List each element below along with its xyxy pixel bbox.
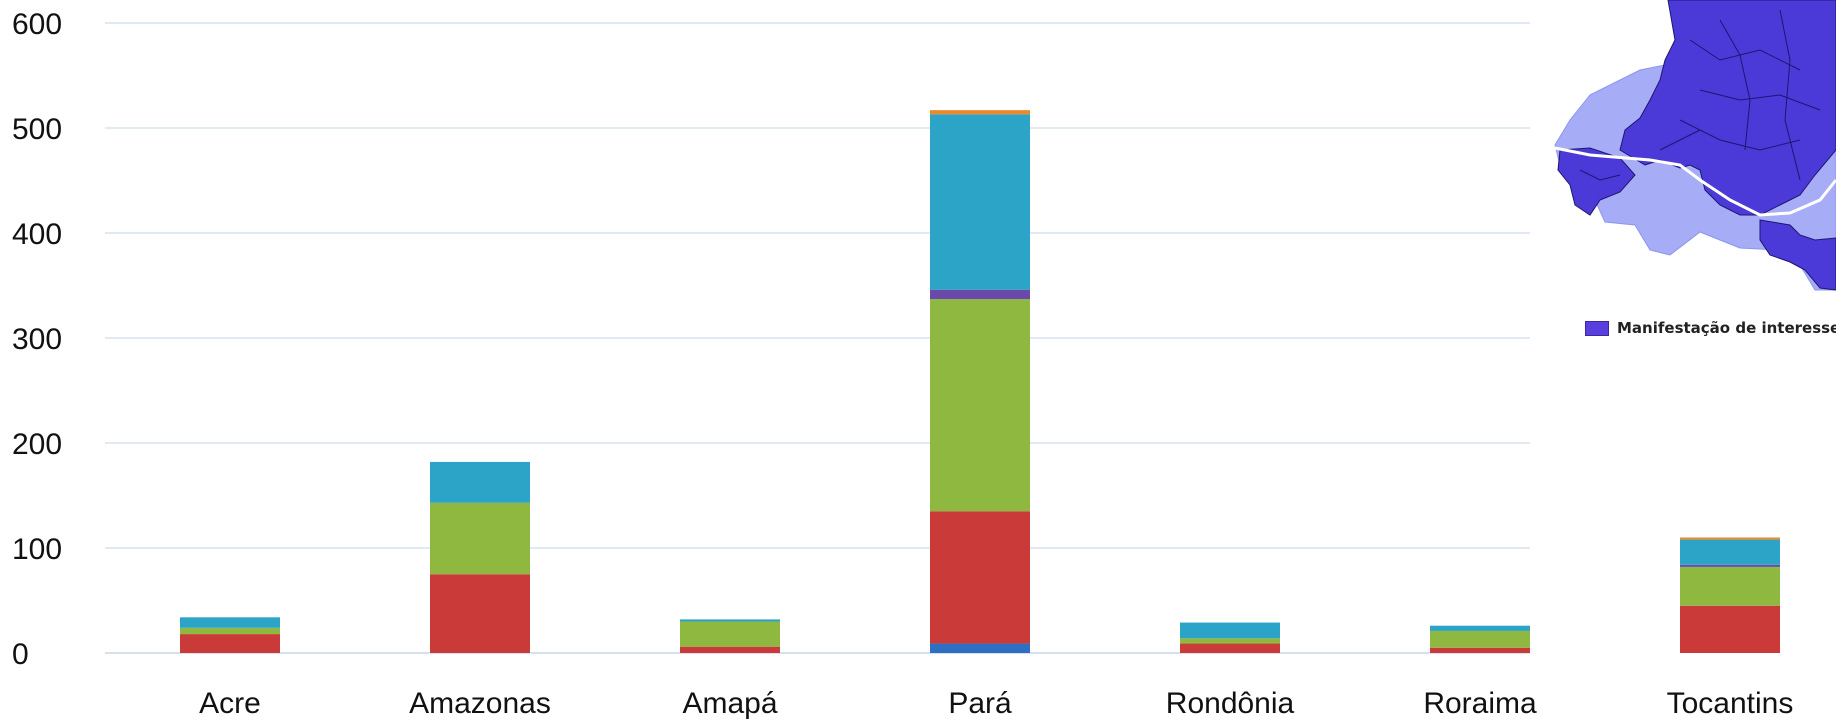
bar-segment-amazonas-4: [430, 461, 530, 503]
bar-segment-tocantins-3: [1680, 564, 1780, 567]
bar-segment-amapá-2: [680, 621, 780, 647]
y-tick-label: 500: [12, 113, 62, 146]
y-tick-label: 100: [12, 533, 62, 566]
bar-segment-roraima-4: [1430, 625, 1530, 631]
amazon-map-inset: [1554, 0, 1836, 291]
x-tick-label: Amapá: [682, 687, 777, 720]
bars: [180, 110, 1780, 653]
bar-segment-acre-1: [180, 634, 280, 653]
bar-segment-tocantins-5: [1680, 537, 1780, 540]
bar-segment-rondônia-2: [1180, 638, 1280, 644]
x-axis-tick-labels: Acre Amazonas Amapá Pará Rondônia Roraima Toca…: [199, 687, 1793, 720]
gridlines: [105, 22, 1530, 654]
legend-swatch: [1585, 320, 1609, 336]
bar-segment-pará-3: [930, 289, 1030, 300]
bar-segment-pará-4: [930, 114, 1030, 290]
bar-segment-amazonas-1: [430, 574, 530, 653]
bar-segment-pará-2: [930, 299, 1030, 512]
map-interest-region-south: [1759, 219, 1836, 291]
y-tick-label: 200: [12, 428, 62, 461]
x-tick-label: Acre: [199, 687, 261, 720]
bar-segment-acre-2: [180, 627, 280, 635]
bar-segment-tocantins-2: [1680, 566, 1780, 606]
y-tick-label: 400: [12, 218, 62, 251]
y-tick-label: 600: [12, 8, 62, 41]
bar-segment-tocantins-4: [1680, 539, 1780, 565]
map-legend: Manifestação de interesse: [1585, 319, 1836, 337]
bar-segment-roraima-1: [1430, 647, 1530, 653]
legend-label: Manifestação de interesse: [1617, 319, 1836, 337]
y-tick-label: 0: [12, 638, 29, 671]
map-internal-borders: [1579, 9, 1821, 181]
bar-segment-roraima-2: [1430, 630, 1530, 648]
bar-segment-tocantins-1: [1680, 605, 1780, 653]
x-tick-label: Tocantins: [1667, 687, 1794, 720]
x-tick-label: Amazonas: [409, 687, 551, 720]
x-tick-label: Roraima: [1423, 687, 1537, 720]
map-interest-region-west: [1557, 147, 1636, 216]
y-axis-tick-labels: 0 100 200 300 400 500 600: [12, 8, 62, 671]
bar-segment-amapá-1: [680, 646, 780, 653]
bar-segment-pará-1: [930, 511, 1030, 644]
x-tick-label: Pará: [948, 687, 1012, 720]
bar-segment-rondônia-4: [1180, 622, 1280, 639]
bar-segment-amapá-4: [680, 619, 780, 622]
bar-segment-rondônia-1: [1180, 643, 1280, 653]
map-white-route-line: [1554, 146, 1836, 217]
bar-segment-pará-0: [930, 643, 1030, 653]
bar-segment-amazonas-2: [430, 502, 530, 575]
bar-segment-acre-4: [180, 617, 280, 628]
map-interest-region: [1619, 0, 1836, 216]
bar-segment-pará-5: [930, 110, 1030, 115]
x-tick-label: Rondônia: [1166, 687, 1295, 720]
y-tick-label: 300: [12, 323, 62, 356]
